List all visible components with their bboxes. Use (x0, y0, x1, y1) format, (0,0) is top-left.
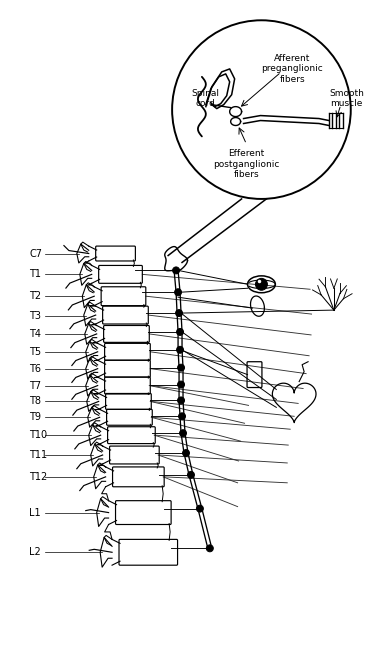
Circle shape (179, 430, 186, 437)
Circle shape (197, 505, 203, 512)
Circle shape (256, 279, 267, 290)
Text: T2: T2 (29, 291, 41, 301)
Text: T12: T12 (29, 472, 47, 482)
Text: T4: T4 (29, 329, 41, 339)
Text: T8: T8 (29, 397, 41, 406)
Circle shape (176, 310, 182, 317)
Text: T9: T9 (29, 412, 41, 422)
Text: L1: L1 (29, 507, 41, 518)
Circle shape (176, 346, 184, 353)
Text: T7: T7 (29, 380, 41, 391)
Text: Efferent
postganglionic
fibers: Efferent postganglionic fibers (213, 149, 280, 179)
Circle shape (178, 381, 185, 388)
Text: Spinal
cord: Spinal cord (192, 89, 220, 108)
Text: T1: T1 (29, 270, 41, 279)
Circle shape (179, 413, 185, 420)
Circle shape (206, 545, 213, 552)
Text: Afferent
preganglionic
fibers: Afferent preganglionic fibers (261, 54, 323, 84)
Text: L2: L2 (29, 548, 41, 557)
Circle shape (188, 471, 194, 478)
Text: T10: T10 (29, 430, 47, 440)
Circle shape (178, 364, 185, 371)
Circle shape (178, 397, 185, 404)
Text: T6: T6 (29, 364, 41, 374)
Text: T11: T11 (29, 450, 47, 460)
Circle shape (175, 289, 182, 295)
Text: T5: T5 (29, 347, 41, 357)
Circle shape (173, 267, 179, 274)
Text: T3: T3 (29, 311, 41, 321)
Text: C7: C7 (29, 249, 42, 259)
Circle shape (182, 450, 189, 456)
Text: Smooth
muscle: Smooth muscle (329, 89, 364, 108)
Circle shape (176, 329, 184, 336)
